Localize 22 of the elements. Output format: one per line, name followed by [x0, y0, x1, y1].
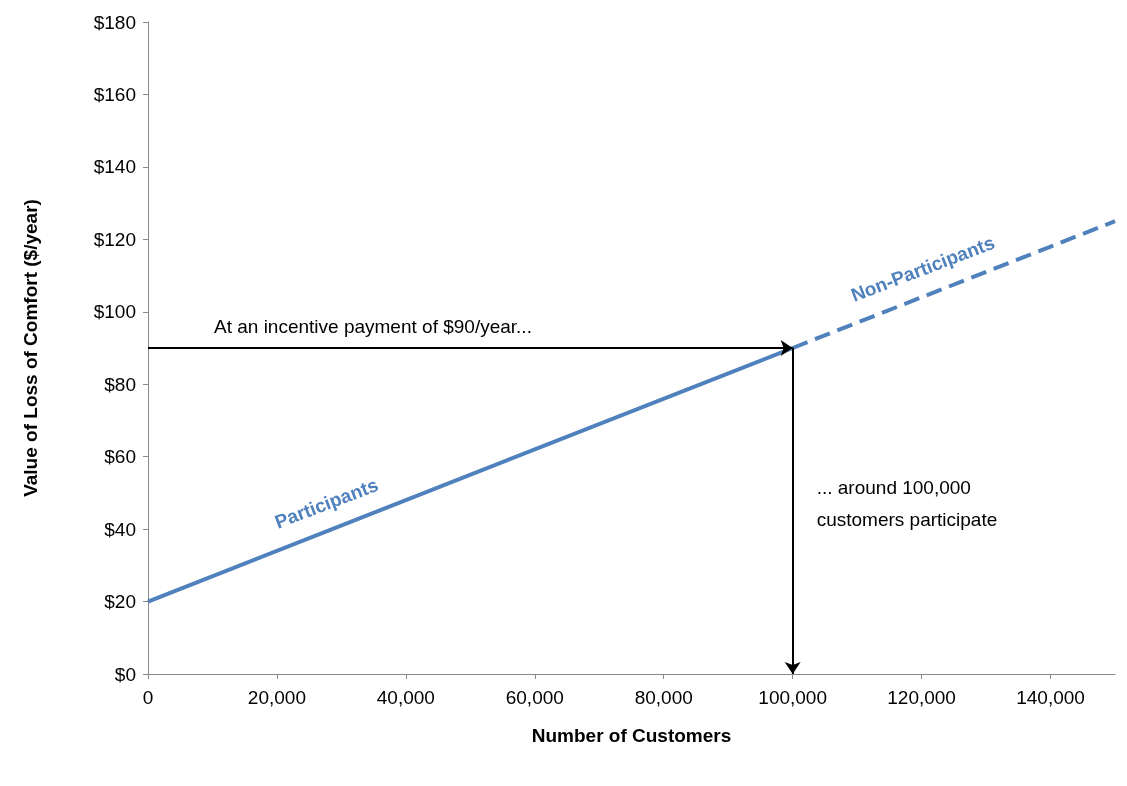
y-tick-label: $20	[104, 591, 136, 613]
x-tick-label: 40,000	[376, 687, 435, 708]
y-tick-label: $80	[104, 373, 136, 395]
y-tick-label: $40	[104, 518, 136, 540]
y-tick-label: $60	[104, 446, 136, 468]
x-tick-label: 80,000	[634, 687, 693, 708]
x-tick-label: 20,000	[247, 687, 306, 708]
x-tick-label: 60,000	[505, 687, 564, 708]
x-axis-title: Number of Customers	[531, 725, 732, 746]
y-tick-label: $100	[93, 301, 136, 323]
x-tick-label: 100,000	[758, 687, 828, 708]
y-tick-label: $140	[93, 156, 136, 178]
y-tick-label: $160	[93, 83, 136, 105]
annotation: At an incentive payment of $90/year...	[214, 316, 532, 337]
annotation: ... around 100,000 customers participate	[816, 477, 998, 531]
x-tick-label: 120,000	[887, 687, 956, 708]
y-tick-label: $180	[93, 11, 136, 33]
x-tick-label: 140,000	[1016, 687, 1085, 708]
y-tick-label: $120	[93, 228, 136, 250]
x-tick-label: 0	[142, 687, 154, 708]
y-tick-label: $0	[114, 663, 136, 685]
y-axis-title: Value of Loss of Comfort ($/year)	[20, 199, 41, 497]
